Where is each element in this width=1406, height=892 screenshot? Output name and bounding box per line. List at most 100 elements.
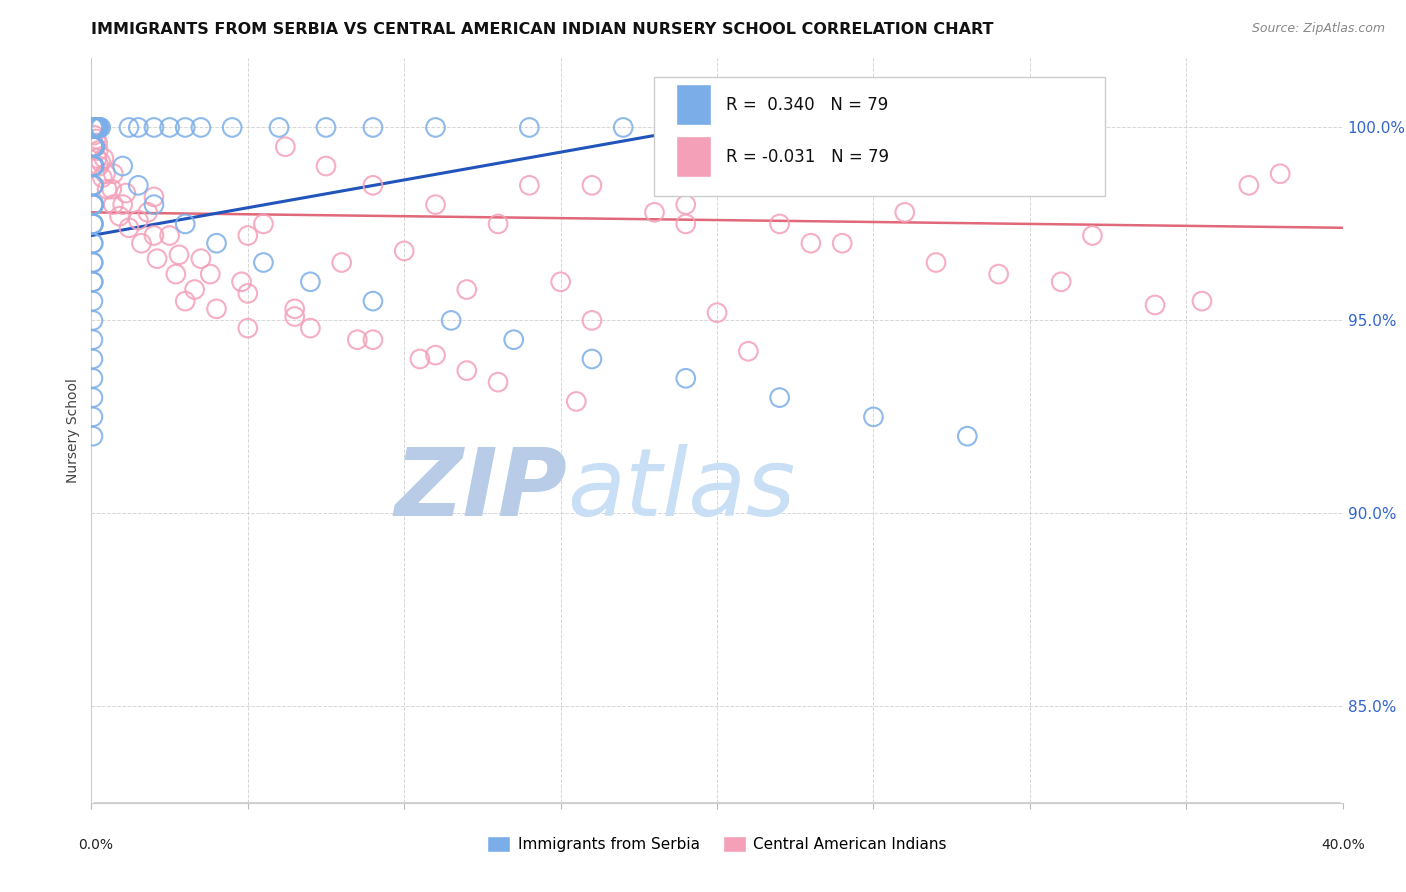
Point [83,120,105,135]
Point [82,333,104,347]
Point [82,391,104,405]
Point [675,371,697,385]
Point [205,301,228,316]
Point [103,167,125,181]
Point [252,255,274,269]
Point [82,120,104,135]
Point [768,217,790,231]
Point [82,371,104,385]
Point [231,275,253,289]
Point [183,283,205,297]
Text: R =  0.340   N = 79: R = 0.340 N = 79 [725,95,889,113]
Text: 0.0%: 0.0% [79,838,112,852]
Point [143,197,166,211]
Point [1237,178,1260,193]
Point [425,348,447,362]
Point [486,375,509,389]
Point [1081,228,1104,243]
Point [131,236,153,251]
Point [675,197,697,211]
Y-axis label: Nursery School: Nursery School [66,378,80,483]
Point [96,182,118,196]
Point [236,286,259,301]
Point [517,178,540,193]
Point [83,120,105,135]
Point [174,217,197,231]
Point [925,255,948,269]
Point [190,120,212,135]
Point [956,429,979,443]
Point [706,120,728,135]
Point [86,120,108,135]
Point [87,120,110,135]
Point [82,313,104,327]
Point [675,217,697,231]
Point [100,182,122,196]
Point [83,140,105,154]
Point [83,140,105,154]
Point [737,344,759,359]
Point [987,267,1010,281]
Point [1191,294,1213,309]
Point [84,132,107,146]
Point [103,197,125,211]
Point [159,120,181,135]
Point [136,205,159,219]
Point [456,283,478,297]
Point [581,313,603,327]
Point [167,248,190,262]
Point [94,167,117,181]
Point [82,409,104,424]
Point [236,321,259,335]
Point [118,220,141,235]
Point [83,128,105,143]
Point [83,159,105,173]
Point [267,120,290,135]
Point [361,120,384,135]
Point [550,275,572,289]
Point [127,120,149,135]
Point [221,120,243,135]
Point [612,120,634,135]
Point [82,178,104,193]
Point [86,136,108,150]
Point [82,275,104,289]
Point [82,429,104,443]
Point [1143,298,1166,312]
Point [299,275,322,289]
Point [82,255,104,269]
Point [346,333,368,347]
Point [82,159,104,173]
Point [86,120,108,135]
Point [82,294,104,309]
Point [83,120,105,135]
Point [83,178,105,193]
Point [84,140,107,154]
Point [205,236,228,251]
Point [89,120,111,135]
Text: Source: ZipAtlas.com: Source: ZipAtlas.com [1251,22,1385,36]
Point [83,159,105,173]
Point [82,140,104,154]
Text: 40.0%: 40.0% [1320,838,1365,852]
Legend: Immigrants from Serbia, Central American Indians: Immigrants from Serbia, Central American… [481,830,953,858]
Point [83,140,105,154]
Point [361,294,384,309]
FancyBboxPatch shape [676,136,711,178]
Point [83,120,105,135]
Point [409,351,432,366]
Point [1050,275,1073,289]
FancyBboxPatch shape [676,84,711,125]
Point [190,252,212,266]
Point [83,140,105,154]
Point [82,236,104,251]
Point [118,120,141,135]
Point [643,205,665,219]
Point [82,255,104,269]
Point [111,197,134,211]
Point [83,197,105,211]
Point [174,120,197,135]
Point [82,140,104,154]
Point [894,205,917,219]
Point [114,186,136,200]
